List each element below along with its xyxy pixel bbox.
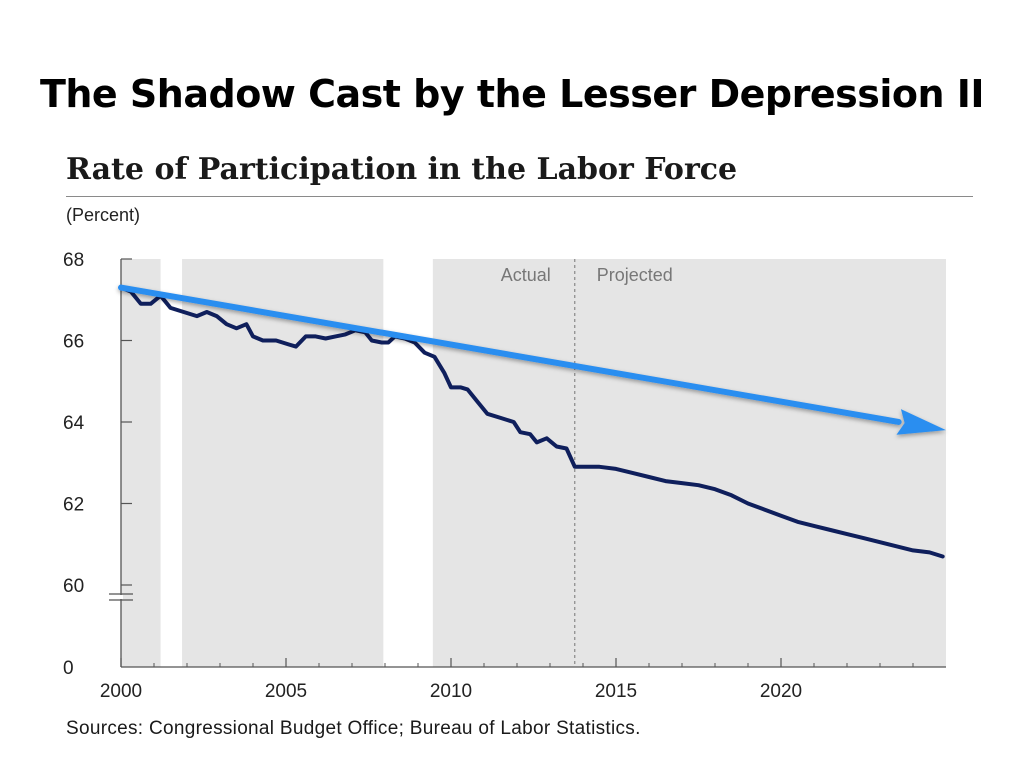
- unit-label: (Percent): [66, 205, 141, 225]
- plot-background: [121, 259, 946, 667]
- slide-title: The Shadow Cast by the Lesser Depression…: [39, 72, 985, 116]
- trend-arrow-head: [896, 409, 946, 435]
- x-tick-label-2015: 2015: [595, 681, 637, 702]
- y-tick-label-66: 66: [63, 332, 84, 353]
- title-rule: [66, 196, 973, 197]
- trend-arrow-shaft: [118, 284, 902, 425]
- actual-label: Actual: [501, 265, 551, 285]
- projected-label: Projected: [597, 265, 673, 285]
- x-tick-label-2005: 2005: [265, 681, 307, 702]
- series-line-1: [119, 285, 945, 559]
- y-tick-label-60: 60: [63, 576, 84, 597]
- sources-note: Sources: Congressional Budget Office; Bu…: [66, 718, 641, 739]
- y-tick-label-62: 62: [63, 495, 84, 516]
- chart-title: Rate of Participation in the Labor Force: [66, 152, 738, 187]
- x-tick-label-2010: 2010: [430, 681, 472, 702]
- recession-band-1: [160, 259, 183, 667]
- plot-shading: [121, 259, 946, 667]
- series-layer: [119, 285, 945, 559]
- y-tick-label-0: 0: [63, 658, 74, 679]
- x-tick-label-2000: 2000: [100, 681, 142, 702]
- axis-break-gap: [119, 595, 123, 599]
- y-tick-label-68: 68: [63, 250, 84, 271]
- trend-arrow-layer: [118, 284, 946, 435]
- recession-band-2: [383, 259, 433, 667]
- x-tick-label-2020: 2020: [760, 681, 802, 702]
- trend-arrow: [118, 284, 946, 435]
- y-tick-label-64: 64: [63, 413, 85, 434]
- axes: 0 60 62 64 66 68 2000 2005 2010 2015 2020: [63, 250, 946, 702]
